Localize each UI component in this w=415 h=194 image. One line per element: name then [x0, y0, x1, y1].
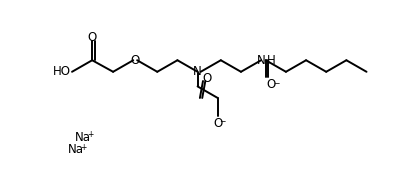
Text: H: H — [267, 54, 276, 67]
Text: HO: HO — [52, 65, 71, 78]
Text: N: N — [193, 65, 202, 78]
Text: O: O — [202, 72, 212, 85]
Text: Na: Na — [67, 143, 83, 156]
Text: +: + — [80, 143, 86, 152]
Text: O: O — [88, 31, 97, 44]
Text: +: + — [88, 130, 94, 139]
Text: O: O — [130, 54, 139, 67]
Text: Na: Na — [75, 131, 91, 144]
Text: −: − — [273, 79, 279, 88]
Text: N: N — [257, 54, 266, 67]
Text: −: − — [219, 117, 226, 126]
Text: O: O — [266, 78, 276, 91]
Text: O: O — [213, 117, 222, 130]
